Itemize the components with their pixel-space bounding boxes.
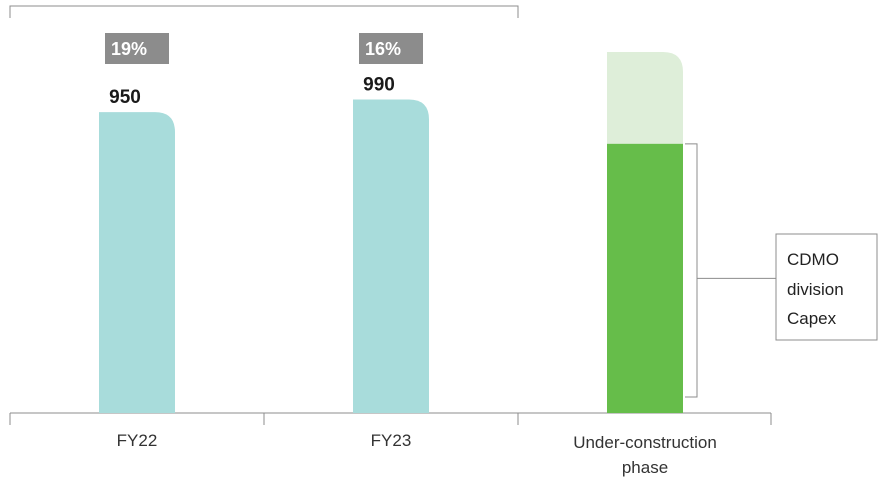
bar-fy23 bbox=[353, 99, 429, 413]
category-label: FY22 bbox=[117, 431, 158, 450]
category-label: FY23 bbox=[371, 431, 412, 450]
top-bracket-line bbox=[9, 5, 519, 18]
bar-fy22 bbox=[99, 112, 175, 414]
capex-bracket bbox=[685, 143, 776, 398]
category-label: phase bbox=[622, 458, 668, 477]
value-label: 990 bbox=[363, 75, 395, 96]
annotation-text: CDMO bbox=[787, 250, 839, 269]
category-label: Under-construction bbox=[573, 433, 717, 452]
percent-badge-text: 19% bbox=[111, 39, 147, 59]
bar-under-construction-light bbox=[607, 52, 683, 145]
bar-under-construction-capex bbox=[607, 143, 683, 414]
percent-badge bbox=[105, 33, 169, 64]
percent-badge bbox=[359, 33, 423, 64]
annotation-text: division bbox=[787, 280, 844, 299]
percent-badge-text: 16% bbox=[365, 39, 401, 59]
annotation-box bbox=[775, 233, 878, 341]
annotation-text: Capex bbox=[787, 309, 837, 328]
value-label: 950 bbox=[109, 87, 141, 108]
